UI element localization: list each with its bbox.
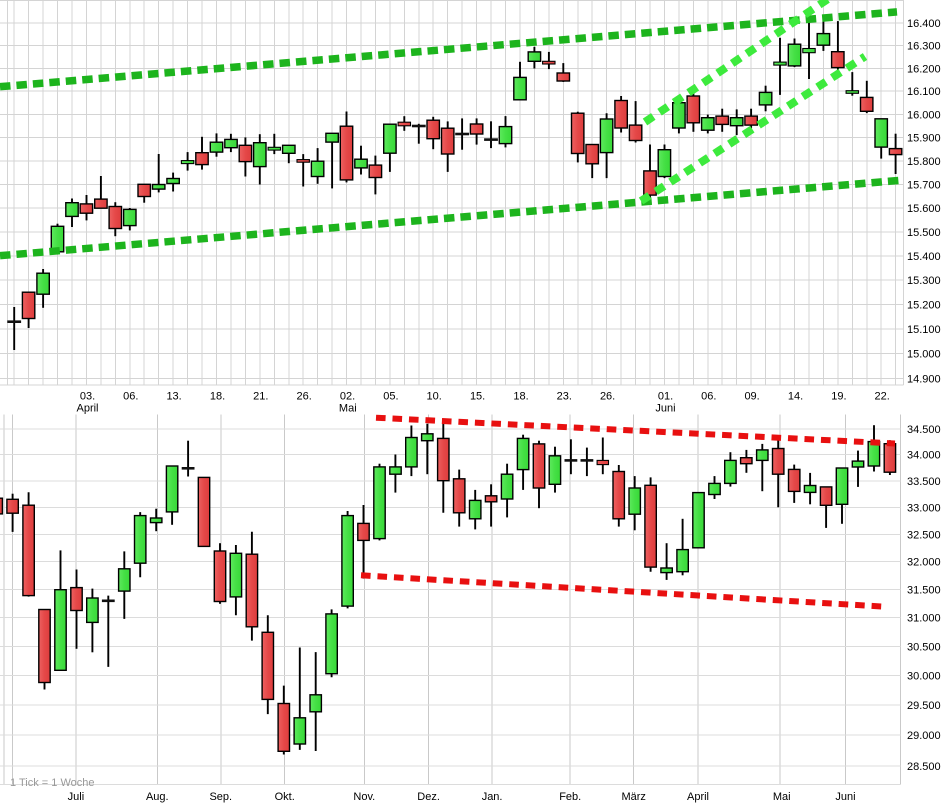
svg-text:29.000: 29.000 [907, 730, 941, 742]
svg-text:18.: 18. [210, 391, 225, 403]
svg-text:Sep.: Sep. [209, 791, 232, 803]
svg-text:Nov.: Nov. [353, 791, 375, 803]
svg-text:33.000: 33.000 [907, 502, 941, 514]
svg-text:14.900: 14.900 [907, 373, 941, 385]
svg-text:01.: 01. [658, 391, 673, 403]
svg-text:31.500: 31.500 [907, 584, 941, 596]
svg-text:09.: 09. [744, 391, 759, 403]
svg-text:15.800: 15.800 [907, 156, 941, 168]
svg-text:Okt.: Okt. [275, 791, 295, 803]
svg-text:Aug.: Aug. [146, 791, 169, 803]
svg-text:23.: 23. [557, 391, 572, 403]
svg-text:April: April [76, 403, 98, 415]
svg-text:15.000: 15.000 [907, 349, 941, 361]
svg-text:Mai: Mai [773, 791, 791, 803]
svg-text:15.600: 15.600 [907, 203, 941, 215]
svg-text:15.300: 15.300 [907, 275, 941, 287]
svg-text:16.300: 16.300 [907, 41, 941, 53]
svg-text:März: März [621, 791, 645, 803]
svg-text:28.500: 28.500 [907, 761, 941, 773]
svg-text:14.: 14. [788, 391, 803, 403]
svg-text:16.100: 16.100 [907, 86, 941, 98]
svg-text:32.500: 32.500 [907, 529, 941, 541]
svg-text:16.400: 16.400 [907, 18, 941, 30]
svg-text:34.000: 34.000 [907, 450, 941, 462]
svg-text:30.000: 30.000 [907, 670, 941, 682]
svg-text:33.500: 33.500 [907, 476, 941, 488]
svg-text:15.400: 15.400 [907, 251, 941, 263]
svg-text:15.100: 15.100 [907, 324, 941, 336]
svg-text:31.000: 31.000 [907, 613, 941, 625]
svg-text:13.: 13. [166, 391, 181, 403]
svg-text:19.: 19. [831, 391, 846, 403]
svg-text:15.500: 15.500 [907, 227, 941, 239]
svg-text:Juli: Juli [68, 791, 85, 803]
svg-text:15.: 15. [470, 391, 485, 403]
svg-text:02.: 02. [340, 391, 355, 403]
svg-text:03.: 03. [80, 391, 95, 403]
svg-text:18.: 18. [513, 391, 528, 403]
svg-text:Feb.: Feb. [559, 791, 581, 803]
svg-text:06.: 06. [701, 391, 716, 403]
svg-text:26.: 26. [600, 391, 615, 403]
svg-text:April: April [687, 791, 709, 803]
svg-text:Jan.: Jan. [482, 791, 503, 803]
svg-text:Mai: Mai [339, 403, 357, 415]
svg-text:Dez.: Dez. [417, 791, 440, 803]
svg-text:16.000: 16.000 [907, 109, 941, 121]
svg-text:30.500: 30.500 [907, 641, 941, 653]
svg-text:34.500: 34.500 [907, 424, 941, 436]
svg-text:32.000: 32.000 [907, 557, 941, 569]
svg-text:15.700: 15.700 [907, 180, 941, 192]
svg-text:16.200: 16.200 [907, 63, 941, 75]
svg-text:26.: 26. [297, 391, 312, 403]
svg-text:06.: 06. [123, 391, 138, 403]
svg-text:29.500: 29.500 [907, 700, 941, 712]
svg-text:10.: 10. [427, 391, 442, 403]
svg-text:Juni: Juni [835, 791, 855, 803]
svg-text:15.200: 15.200 [907, 299, 941, 311]
svg-text:Juni: Juni [655, 403, 675, 415]
svg-text:1 Tick = 1 Woche: 1 Tick = 1 Woche [10, 777, 94, 789]
svg-text:05.: 05. [383, 391, 398, 403]
svg-text:21.: 21. [253, 391, 268, 403]
svg-text:22.: 22. [875, 391, 890, 403]
svg-text:15.900: 15.900 [907, 133, 941, 145]
